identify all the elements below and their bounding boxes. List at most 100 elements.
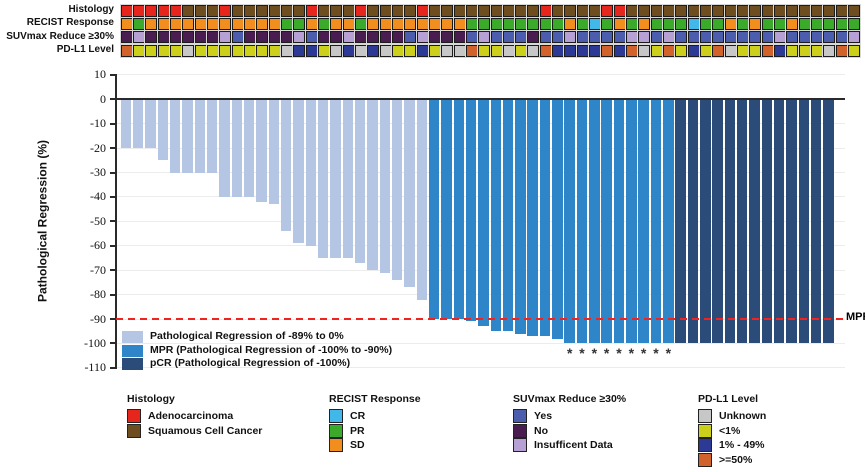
annotation-square	[786, 44, 799, 57]
pcr-swatch	[122, 358, 143, 370]
waterfall-bar-reg	[342, 100, 353, 258]
annotation-square	[342, 31, 355, 44]
waterfall-bar-pcr	[761, 100, 773, 344]
annotation-square	[293, 44, 306, 57]
annotation-square	[675, 4, 688, 17]
annotation-square	[835, 31, 848, 44]
asterisk-marker: *	[653, 345, 659, 361]
annotation-square	[182, 4, 195, 17]
annotation-square	[416, 31, 429, 44]
annotation-square	[502, 4, 515, 17]
annotation-square	[589, 44, 602, 57]
annotation-square	[169, 31, 182, 44]
annotation-square	[256, 18, 269, 30]
annotation-square	[453, 4, 466, 17]
annotation-square	[737, 4, 750, 17]
annotation-square	[404, 18, 417, 30]
legend-item-label: Squamous Cell Cancer	[148, 424, 263, 437]
annotation-square	[737, 44, 750, 57]
annotation-square	[379, 44, 392, 57]
mpr-swatch	[122, 344, 143, 357]
annotation-square	[120, 4, 133, 17]
legend-item: CR	[329, 409, 421, 424]
annotation-square	[243, 44, 256, 57]
annotation-square	[515, 18, 528, 30]
legend-swatch	[329, 409, 343, 424]
annotation-square	[539, 18, 552, 30]
annotation-square	[441, 44, 454, 57]
legend-item-label: >=50%	[719, 454, 753, 467]
annotation-square	[194, 44, 207, 57]
annotation-square	[700, 44, 713, 57]
annotation-square	[465, 31, 478, 44]
waterfall-bar-mpr	[478, 100, 489, 327]
legend-item-label: Adenocarcinoma	[148, 410, 234, 423]
annotation-square	[428, 31, 441, 44]
annotation-square	[811, 31, 824, 44]
waterfall-bar-pcr	[786, 100, 797, 344]
annotation-square	[835, 18, 848, 30]
annotation-square	[650, 44, 663, 57]
annotation-square	[330, 31, 343, 44]
y-axis-tick	[109, 147, 115, 150]
annotation-square	[416, 44, 429, 57]
legend-swatch	[513, 409, 527, 424]
annotation-square	[638, 18, 651, 30]
annotation-square	[490, 44, 503, 57]
waterfall-bar-pcr	[687, 100, 699, 344]
annotation-square	[453, 31, 466, 44]
waterfall-bar-reg	[231, 100, 242, 197]
annotation-square	[724, 4, 737, 17]
annotation-square	[478, 4, 491, 17]
annotation-square	[379, 4, 392, 17]
legend-swatch	[698, 423, 712, 438]
y-tick-label: 0	[100, 91, 106, 106]
annotation-square	[280, 31, 293, 44]
legend-swatch	[329, 423, 343, 438]
legend-item: Unknown	[698, 409, 766, 424]
asterisk-marker: *	[566, 345, 573, 361]
legend-swatch	[329, 438, 343, 453]
legend-swatch	[698, 409, 712, 424]
legend-group-histology: Histology Adenocarcinoma Squamous Cell Ca…	[127, 393, 262, 438]
annotation-square	[293, 31, 306, 44]
annotation-square	[786, 31, 799, 44]
annotation-square	[811, 4, 824, 17]
legend-item: No	[513, 423, 626, 439]
annotation-square	[120, 44, 133, 57]
asterisk-marker: *	[579, 345, 585, 361]
annotation-square	[367, 44, 380, 57]
waterfall-bar-pcr	[798, 100, 810, 344]
annotation-square	[354, 18, 367, 30]
annotation-square	[663, 4, 676, 17]
annotation-square	[169, 4, 182, 17]
annotation-square	[305, 44, 318, 57]
waterfall-bar-reg	[120, 100, 131, 149]
annotation-square	[206, 31, 219, 44]
waterfall-bar-reg	[293, 100, 304, 244]
annotation-square	[502, 18, 515, 30]
annotation-square	[157, 18, 170, 30]
annotation-square	[231, 44, 244, 57]
gridline	[116, 342, 845, 344]
waterfall-bar-pcr	[675, 100, 686, 344]
annotation-square	[601, 4, 614, 17]
annotation-square	[650, 4, 663, 17]
waterfall-bar-reg	[157, 100, 168, 161]
annotation-square	[478, 18, 491, 30]
legend-group-pdl1: PD-L1 Level Unknown <1% 1% - 49% >=50%	[698, 393, 766, 468]
y-axis-tick	[109, 293, 115, 296]
gridline	[116, 367, 845, 369]
y-axis-tick	[109, 244, 115, 247]
annotation-square	[811, 44, 824, 57]
regression-swatch	[122, 331, 143, 343]
annotation-square	[256, 44, 269, 57]
annotation-square	[367, 31, 380, 44]
waterfall-bar-mpr	[527, 100, 538, 337]
annotation-square	[552, 44, 565, 57]
annotation-square	[601, 44, 614, 57]
annotation-square	[576, 4, 589, 17]
annotation-square	[564, 4, 577, 17]
annotation-square	[798, 18, 811, 30]
